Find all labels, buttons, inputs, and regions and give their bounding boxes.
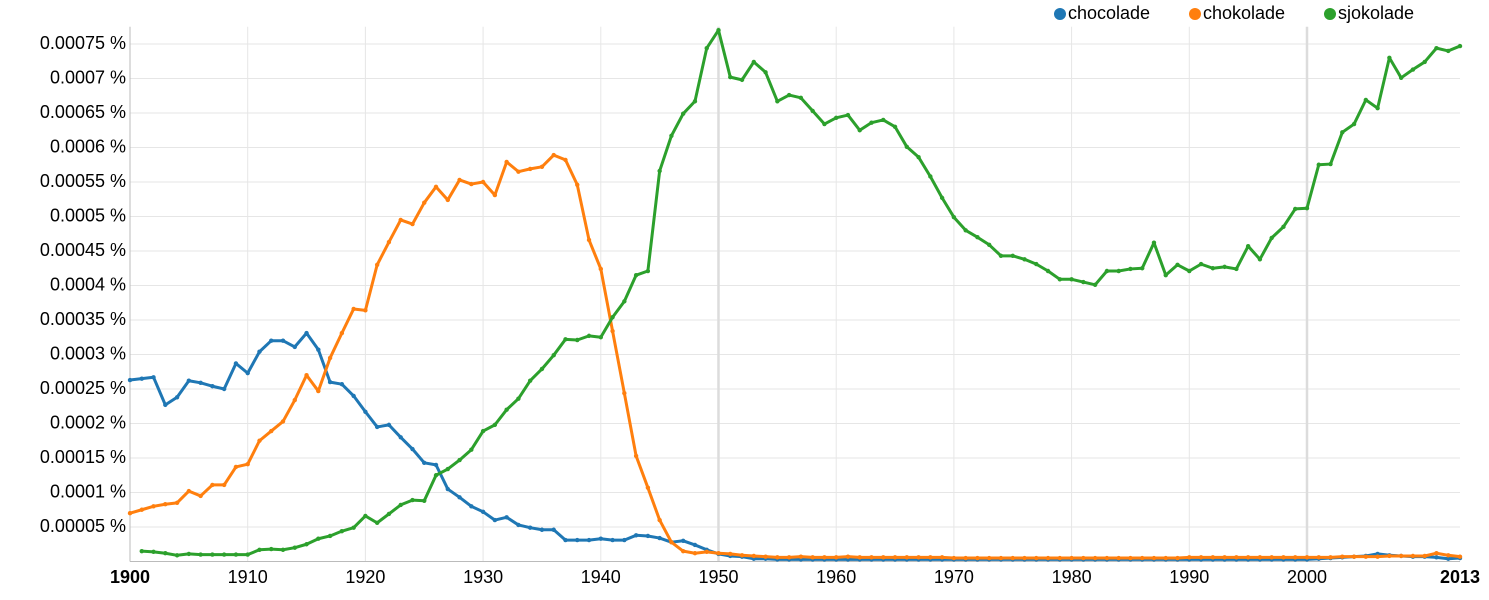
x-tick-label: 1900 xyxy=(110,567,150,587)
x-tick-label: 1940 xyxy=(581,567,621,587)
y-tick-label: 0.00075 % xyxy=(40,33,126,53)
x-tick-label: 2000 xyxy=(1287,567,1327,587)
x-tick-label: 1990 xyxy=(1169,567,1209,587)
legend-label: chokolade xyxy=(1203,3,1285,23)
y-tick-label: 0.0003 % xyxy=(50,343,126,363)
y-tick-label: 0.00005 % xyxy=(40,516,126,536)
y-tick-label: 0.00015 % xyxy=(40,447,126,467)
y-tick-label: 0.0001 % xyxy=(50,481,126,501)
x-tick-label: 1910 xyxy=(228,567,268,587)
y-tick-label: 0.0006 % xyxy=(50,136,126,156)
y-tick-label: 0.00045 % xyxy=(40,240,126,260)
legend-marker xyxy=(1054,8,1066,20)
series-line xyxy=(127,330,1463,562)
y-tick-label: 0.00065 % xyxy=(40,102,126,122)
x-tick-label: 2013 xyxy=(1440,567,1480,587)
y-tick-label: 0.0004 % xyxy=(50,274,126,294)
x-tick-label: 1930 xyxy=(463,567,503,587)
y-tick-label: 0.0002 % xyxy=(50,412,126,432)
x-tick-label: 1980 xyxy=(1052,567,1092,587)
legend-label: sjokolade xyxy=(1338,3,1414,23)
legend-label: chocolade xyxy=(1068,3,1150,23)
y-tick-label: 0.0005 % xyxy=(50,205,126,225)
x-tick-label: 1960 xyxy=(816,567,856,587)
y-tick-label: 0.00035 % xyxy=(40,309,126,329)
y-tick-label: 0.00055 % xyxy=(40,171,126,191)
series-line xyxy=(127,152,1463,561)
legend-marker xyxy=(1189,8,1201,20)
legend-marker xyxy=(1324,8,1336,20)
series-line xyxy=(139,27,1463,558)
x-tick-label: 1920 xyxy=(345,567,385,587)
x-tick-label: 1970 xyxy=(934,567,974,587)
y-tick-label: 0.0007 % xyxy=(50,67,126,87)
y-tick-label: 0.00025 % xyxy=(40,378,126,398)
x-tick-label: 1950 xyxy=(698,567,738,587)
